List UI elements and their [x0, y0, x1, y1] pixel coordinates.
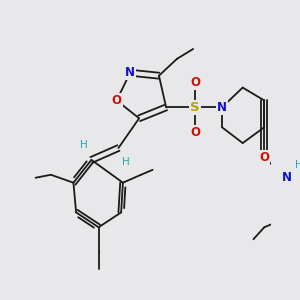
Text: N: N — [217, 101, 227, 114]
Text: S: S — [190, 101, 200, 114]
Text: H: H — [80, 140, 88, 150]
Text: O: O — [190, 126, 200, 139]
Text: O: O — [259, 152, 269, 164]
Text: H: H — [122, 157, 130, 167]
Text: N: N — [282, 171, 292, 184]
Text: H: H — [295, 160, 300, 170]
Text: N: N — [125, 66, 135, 79]
Text: O: O — [190, 76, 200, 89]
Text: O: O — [112, 94, 122, 107]
